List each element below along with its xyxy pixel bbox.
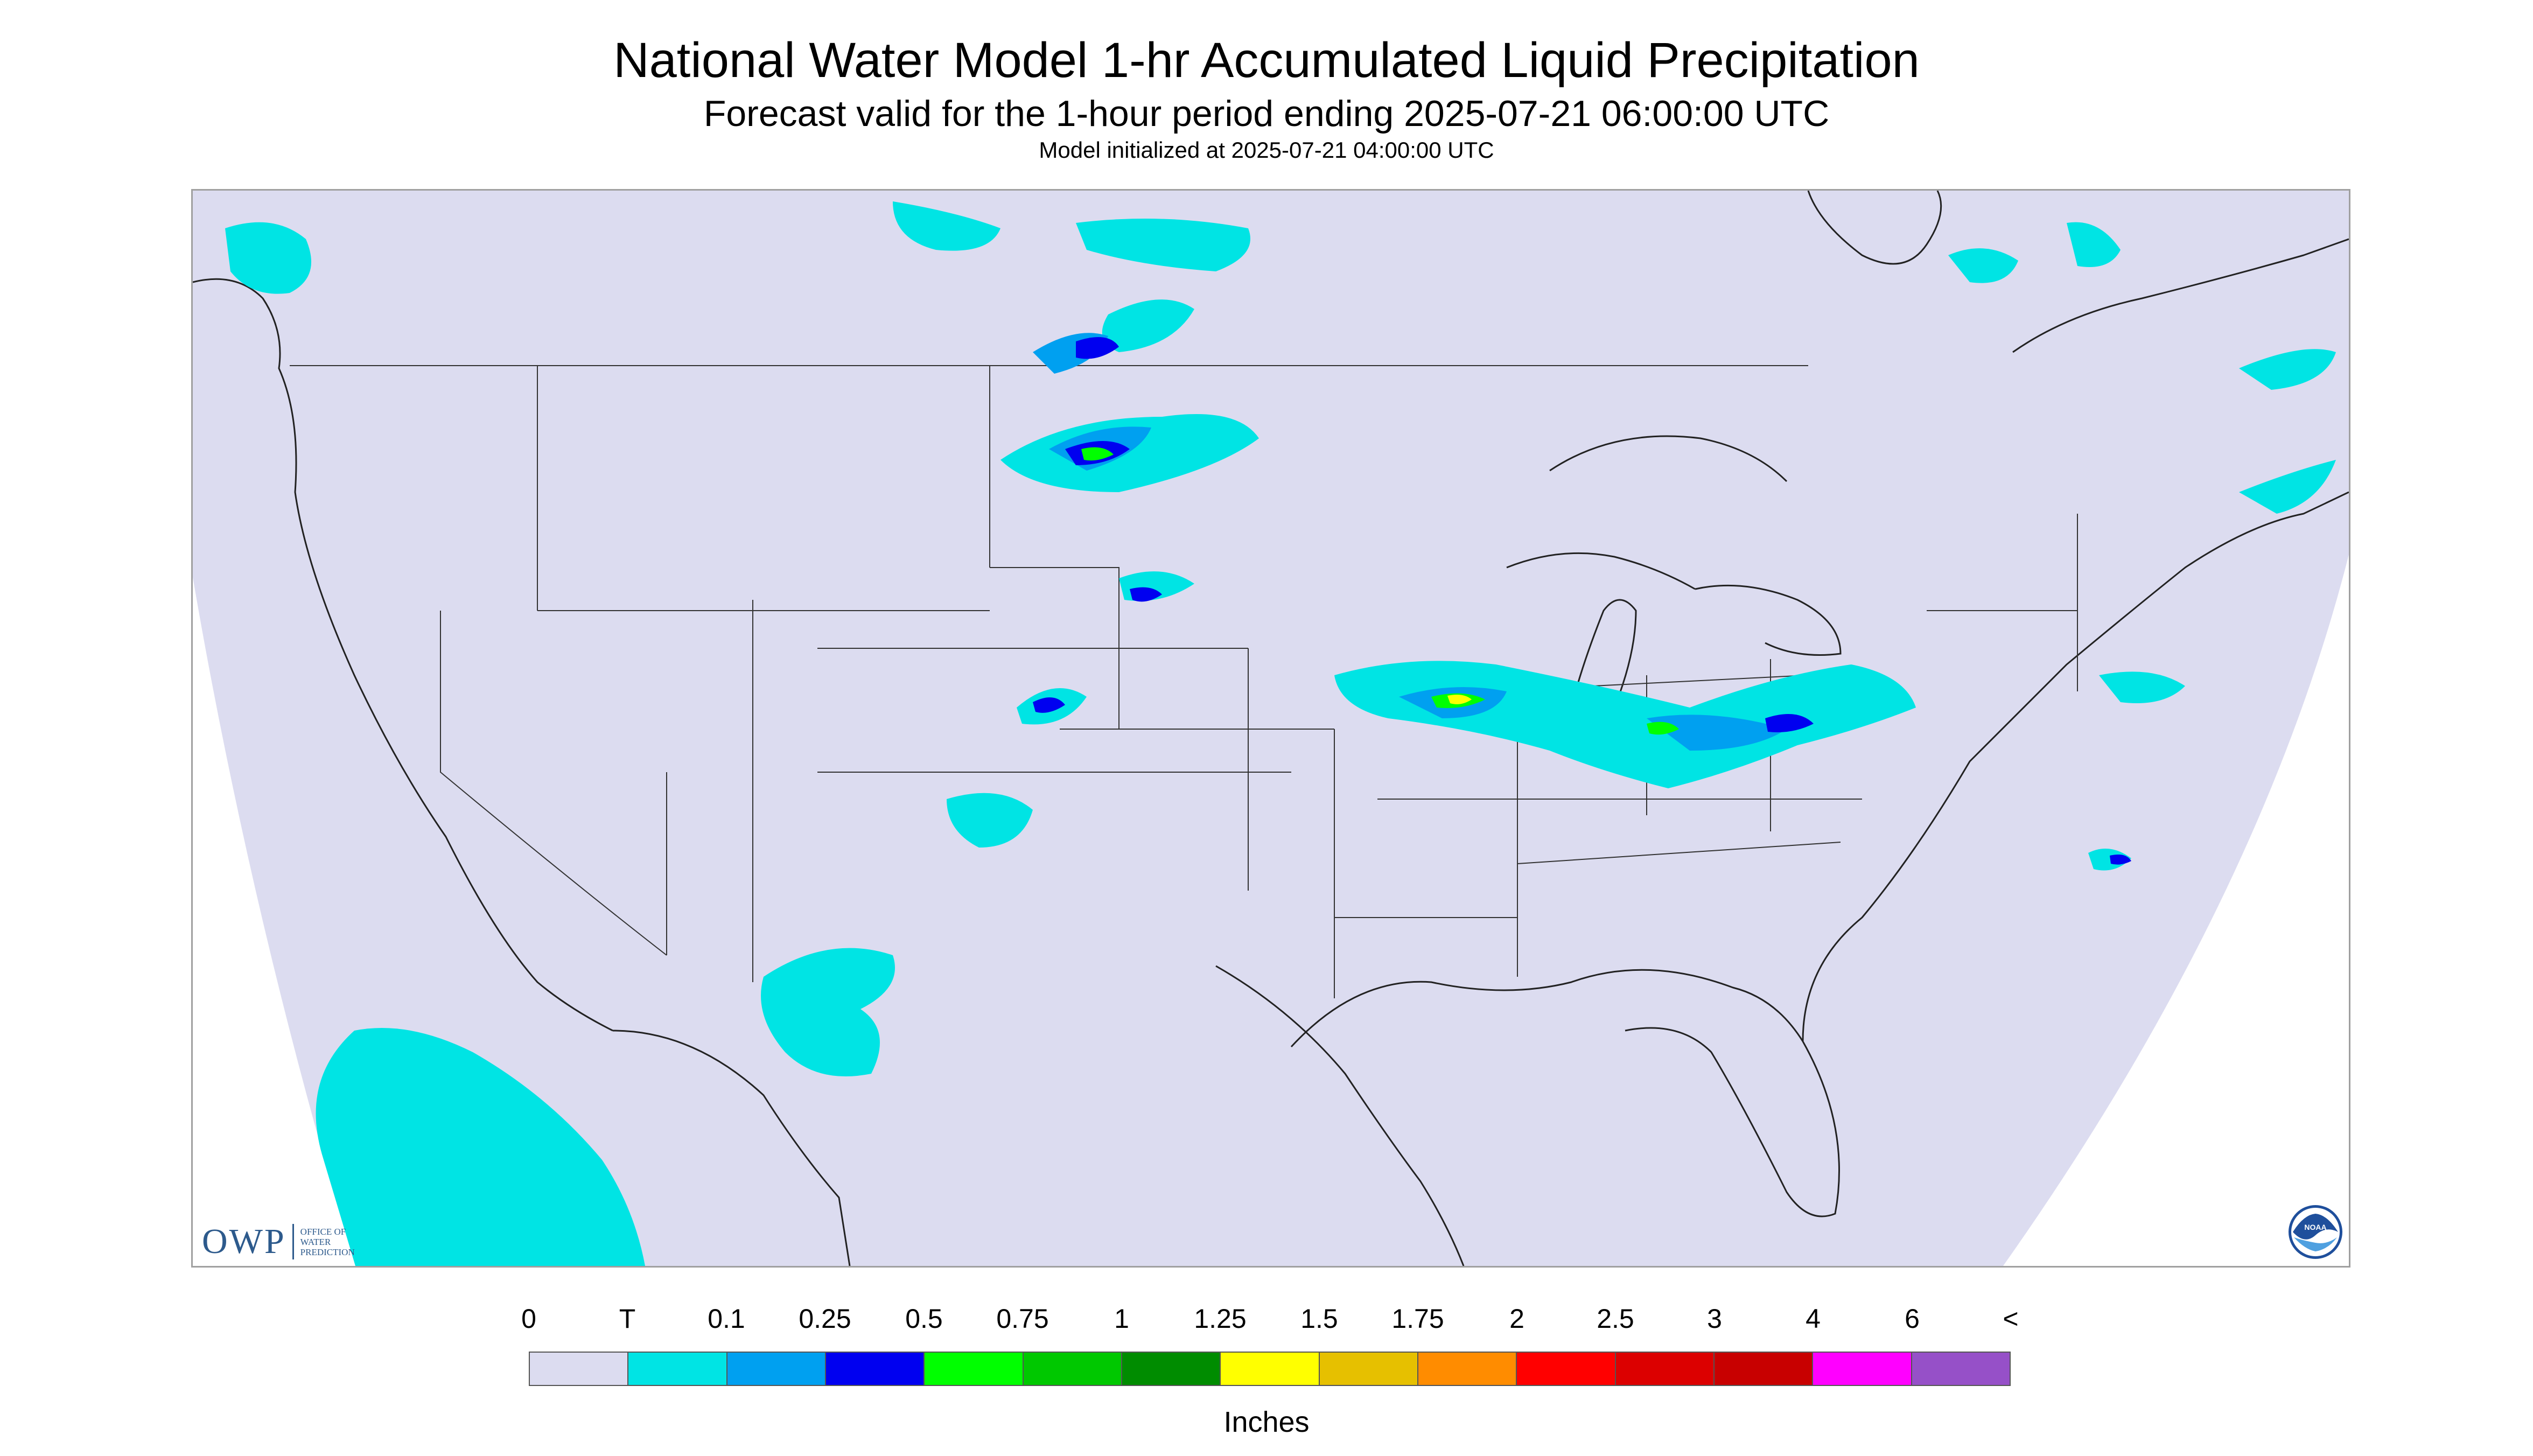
legend-swatch xyxy=(1813,1353,1912,1385)
noaa-seal-text: NOAA xyxy=(2304,1223,2326,1231)
owp-logo: OWP Office of Water Prediction xyxy=(202,1221,355,1262)
legend-tick-label: 0.75 xyxy=(996,1304,1049,1334)
precip-extreme xyxy=(1447,695,1472,704)
model-init-line: Model initialized at 2025-07-21 04:00:00… xyxy=(1039,137,1494,163)
legend-swatch xyxy=(925,1353,1024,1385)
legend-swatch xyxy=(1912,1353,2010,1385)
legend-swatch xyxy=(1122,1353,1221,1385)
owp-logo-mark: OWP xyxy=(202,1222,286,1261)
precipitation-map xyxy=(191,189,2350,1268)
legend-tick-label: 0.25 xyxy=(799,1304,851,1334)
legend-tick-label: 2.5 xyxy=(1597,1304,1634,1334)
map-domain xyxy=(193,191,2349,1266)
legend-tick-label: 0 xyxy=(521,1304,536,1334)
owp-name-line: Water xyxy=(300,1236,331,1247)
legend-swatch xyxy=(1615,1353,1715,1385)
legend-tick-label: 0.1 xyxy=(708,1304,745,1334)
map-subtitle: Forecast valid for the 1-hour period end… xyxy=(703,93,1830,134)
legend-swatch xyxy=(1221,1353,1320,1385)
legend-swatch xyxy=(1319,1353,1418,1385)
legend-tick-label: 2 xyxy=(1509,1304,1524,1334)
owp-name-line: Prediction xyxy=(300,1247,355,1257)
map-canvas xyxy=(193,191,2349,1266)
legend-tick-label: 0.5 xyxy=(905,1304,943,1334)
legend-tick-label: 6 xyxy=(1905,1304,1920,1334)
legend-swatch xyxy=(727,1353,826,1385)
legend-units: Inches xyxy=(1223,1406,1310,1438)
legend-color-bar xyxy=(529,1352,2011,1386)
legend-tick-label: < xyxy=(2003,1304,2019,1334)
owp-logo-name: Office of Water Prediction xyxy=(300,1227,355,1257)
legend-swatch xyxy=(1418,1353,1517,1385)
legend-swatch xyxy=(1714,1353,1814,1385)
legend-tick-label: 3 xyxy=(1707,1304,1722,1334)
precip-moderate xyxy=(1033,337,2131,865)
legend-swatch xyxy=(530,1353,629,1385)
noaa-seal-icon: NOAA xyxy=(2289,1205,2342,1259)
legend-tick-labels: 0 T 0.1 0.25 0.5 0.75 1 1.25 1.5 1.75 2 … xyxy=(0,1303,2533,1335)
legend-tick-label: 1.5 xyxy=(1300,1304,1338,1334)
legend-swatch xyxy=(1517,1353,1616,1385)
legend-swatch xyxy=(825,1353,925,1385)
legend-swatch xyxy=(1023,1353,1122,1385)
owp-logo-divider xyxy=(292,1224,294,1259)
legend-tick-label: 1.25 xyxy=(1194,1304,1247,1334)
legend-tick-label: T xyxy=(619,1304,636,1334)
precip-heavy xyxy=(1081,447,1679,735)
legend-swatch xyxy=(628,1353,727,1385)
legend-tick-label: 1 xyxy=(1114,1304,1129,1334)
map-title: National Water Model 1-hr Accumulated Li… xyxy=(613,33,1920,88)
owp-name-line: Office of xyxy=(300,1226,346,1237)
legend-tick-label: 4 xyxy=(1806,1304,1821,1334)
legend-tick-label: 1.75 xyxy=(1391,1304,1444,1334)
